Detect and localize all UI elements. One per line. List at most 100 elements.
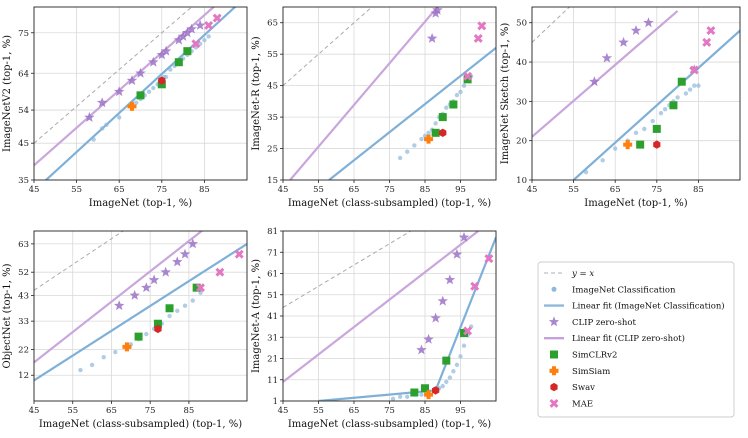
- legend-item: MAE: [549, 398, 593, 409]
- legend-star-swatch: [548, 316, 560, 327]
- legend-label: ImageNet Classification: [572, 285, 676, 295]
- clip-point: [426, 33, 438, 43]
- imagenet-point: [444, 379, 449, 385]
- clip-point: [601, 52, 613, 63]
- x-tick-label: 45: [278, 185, 289, 195]
- clip-point: [126, 75, 138, 86]
- mae-point: [234, 249, 244, 259]
- legend-square-swatch: [550, 350, 558, 359]
- y-tick-label: 11: [267, 376, 278, 386]
- legend-dot-swatch: [551, 286, 557, 292]
- simsiam-point: [127, 101, 137, 111]
- imagenet-point: [444, 105, 449, 110]
- x-tick-label: 65: [349, 406, 360, 416]
- clip-point: [129, 289, 140, 300]
- clip-point: [135, 67, 146, 78]
- legend-item: Linear fit (ImageNet Classification): [544, 301, 725, 312]
- x-tick-label: 75: [384, 185, 395, 195]
- simsiam-point: [424, 390, 434, 400]
- y-tick-label: 35: [267, 113, 278, 123]
- x-tick-label: 55: [313, 185, 324, 195]
- legend-label: SimCLRv2: [572, 351, 617, 361]
- plot-area: [34, 231, 247, 382]
- y-tick-label: 35: [18, 176, 29, 186]
- simsiam-point: [122, 342, 132, 352]
- clip-point: [141, 282, 152, 293]
- imagenet-point: [583, 169, 589, 175]
- imagenet-fit-line: [572, 29, 740, 180]
- clip-point: [179, 248, 191, 259]
- plot-frame: [33, 230, 248, 402]
- imagenet-fit-line: [318, 236, 496, 401]
- clip-fit-line: [283, 231, 479, 383]
- identity-line: [532, 7, 571, 43]
- simsiam-point: [623, 140, 633, 150]
- legend-label: MAE: [572, 399, 593, 409]
- simclr-point: [421, 384, 429, 393]
- imagenet-point: [202, 37, 207, 43]
- chart-panel-p2: 45 55 65 75 85 95 15 25 35 45 55 65 ImageNet (class-…: [251, 6, 497, 209]
- imagenet-point: [206, 34, 211, 39]
- y-tick-label: 21: [267, 355, 278, 365]
- clip-point: [416, 344, 427, 355]
- clip-point: [458, 231, 470, 242]
- legend-item: SimSiam: [549, 366, 610, 377]
- swav-point: [439, 128, 447, 137]
- imagenet-point: [454, 92, 460, 98]
- legend-label: Linear fit (ImageNet Classification): [572, 301, 725, 312]
- simclr-point: [174, 58, 183, 67]
- plot-frame: [531, 6, 741, 181]
- y-tick-label: 33: [18, 317, 29, 327]
- x-tick-label: 65: [349, 185, 360, 195]
- imagenet-point: [151, 85, 156, 91]
- imagenet-point: [696, 83, 701, 88]
- imagenet-point: [412, 143, 417, 148]
- y-tick-label: 75: [18, 29, 29, 39]
- imagenet-point: [397, 394, 403, 399]
- simclr-point: [165, 304, 174, 313]
- imagenet-point: [683, 91, 689, 96]
- mae-point: [470, 281, 480, 291]
- simclr-point: [438, 113, 447, 122]
- imagenet-point: [458, 354, 463, 359]
- x-tick-label: 45: [278, 406, 289, 416]
- x-axis-label: ImageNet (top-1, %): [584, 198, 688, 209]
- imagenet-point: [89, 362, 95, 368]
- mae-point: [484, 254, 494, 264]
- simclr-point: [677, 77, 686, 86]
- legend-label: SimSiam: [572, 367, 610, 377]
- clip-point: [437, 295, 448, 306]
- imagenet-point: [198, 290, 203, 296]
- simclr-point: [136, 91, 145, 100]
- x-tick-label: 65: [106, 406, 117, 416]
- imagenet-point: [447, 375, 453, 380]
- legend-box: [537, 261, 735, 418]
- clip-fit-line: [34, 231, 204, 364]
- y-axis-label: ImageNetV2 (top-1, %): [2, 35, 13, 152]
- imagenet-point: [419, 136, 424, 142]
- simclr-point: [410, 388, 419, 397]
- y-tick-label: 54: [18, 106, 29, 116]
- x-axis-label: ImageNet (top-1, %): [89, 198, 193, 209]
- identity-line: [34, 231, 124, 291]
- y-tick-label: 61: [267, 270, 278, 280]
- x-tick-label: 55: [67, 406, 78, 416]
- y-tick-label: 12: [18, 371, 29, 381]
- x-tick-label: 65: [114, 185, 125, 195]
- imagenet-point: [600, 158, 605, 163]
- mae-point: [702, 37, 712, 47]
- clip-point: [643, 17, 654, 28]
- y-tick-label: 25: [267, 145, 278, 155]
- x-tick-label: 45: [29, 185, 40, 195]
- x-tick-label: 85: [420, 185, 431, 195]
- legend-item: y = x: [544, 269, 594, 279]
- imagenet-point: [419, 392, 424, 397]
- y-tick-label: 1: [273, 397, 278, 407]
- x-tick-label: 75: [384, 406, 395, 416]
- legend-item: CLIP zero-shot: [548, 316, 636, 328]
- x-tick-label: 55: [71, 185, 82, 195]
- imagenet-point: [405, 149, 410, 154]
- identity-line: [34, 7, 193, 144]
- imagenet-point: [117, 115, 122, 120]
